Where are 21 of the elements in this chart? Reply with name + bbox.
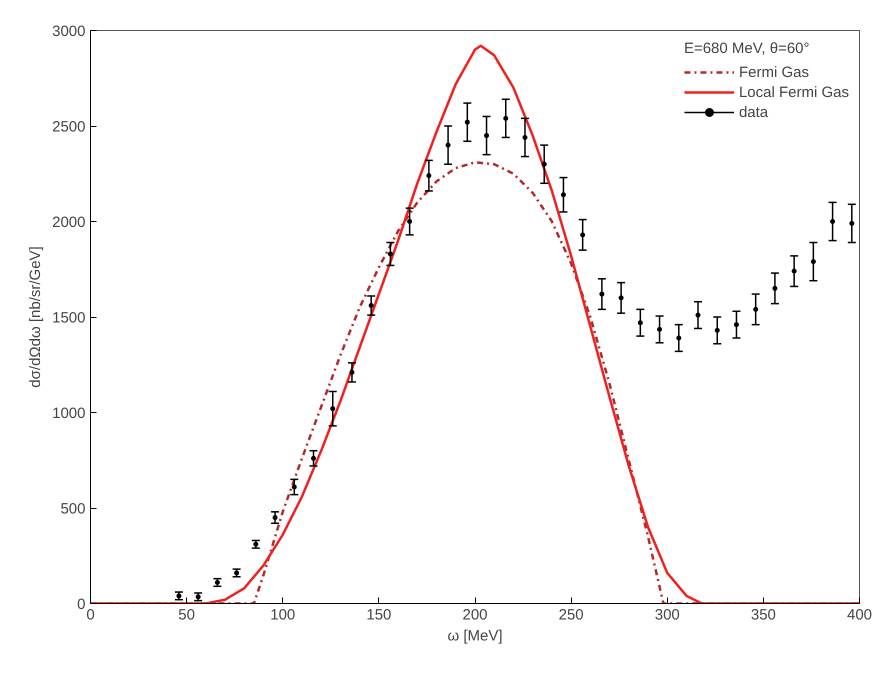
x-tick-label: 150 [366,606,392,624]
y-tick-label: 0 [77,596,86,613]
x-tick-label: 250 [558,606,584,624]
legend-label: Fermi Gas [738,64,809,80]
legend-label: Local Fermi Gas [738,84,849,100]
x-tick-label: 400 [846,606,872,624]
y-tick-label: 2500 [52,118,86,136]
x-tick-label: 100 [270,606,296,624]
legend-title: E=680 MeV, θ=60° [684,40,810,57]
y-axis-title: dσ/dΩdω [nb/sr/GeV] [27,246,44,388]
x-axis-title: ω [MeV] [447,628,503,644]
y-tick-label: 3000 [52,23,86,40]
y-tick-label: 2000 [52,214,86,231]
y-tick-label: 1500 [52,310,86,326]
y-tick-label: 1000 [52,405,86,422]
x-tick-label: 50 [178,606,195,624]
legend-label: data [738,104,768,120]
x-tick-label: 350 [750,606,776,624]
y-tick-label: 500 [60,500,86,518]
x-tick-label: 300 [654,606,680,624]
x-tick-label: 200 [462,606,488,624]
